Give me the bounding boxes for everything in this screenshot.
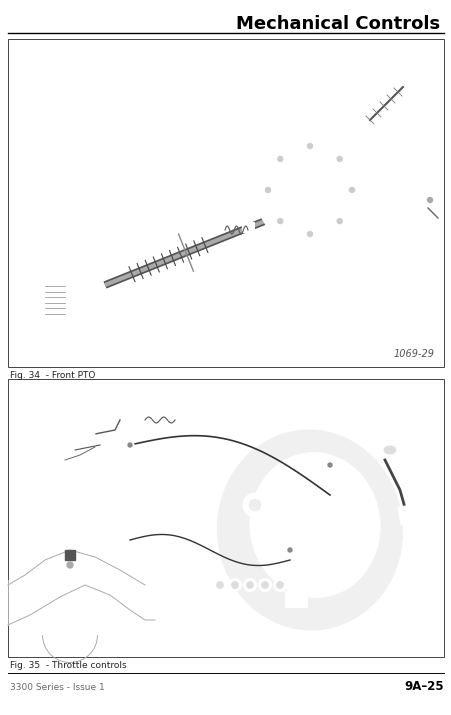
Circle shape (339, 496, 359, 516)
Circle shape (334, 154, 344, 164)
Circle shape (249, 499, 260, 511)
FancyBboxPatch shape (8, 379, 443, 657)
Ellipse shape (261, 581, 268, 588)
Text: 3300 Series - Issue 1: 3300 Series - Issue 1 (10, 683, 105, 691)
Circle shape (307, 144, 312, 149)
Circle shape (362, 143, 370, 151)
Circle shape (261, 546, 281, 566)
Ellipse shape (340, 196, 374, 225)
Ellipse shape (347, 202, 367, 218)
Circle shape (285, 546, 293, 554)
Ellipse shape (379, 443, 399, 457)
Bar (397, 505, 414, 525)
Ellipse shape (249, 453, 379, 598)
Circle shape (243, 493, 267, 517)
Ellipse shape (90, 287, 100, 303)
Circle shape (85, 430, 95, 440)
Ellipse shape (213, 578, 226, 591)
Circle shape (126, 441, 133, 449)
Ellipse shape (282, 150, 347, 220)
FancyBboxPatch shape (8, 39, 443, 367)
Ellipse shape (383, 446, 395, 454)
Text: Fig. 35  - Throttle controls: Fig. 35 - Throttle controls (10, 661, 126, 670)
Circle shape (275, 216, 285, 226)
Circle shape (281, 475, 301, 495)
Circle shape (304, 141, 314, 151)
Circle shape (346, 185, 356, 195)
Ellipse shape (217, 430, 402, 630)
Circle shape (265, 187, 270, 192)
Ellipse shape (37, 277, 73, 323)
Ellipse shape (86, 282, 104, 308)
Ellipse shape (231, 581, 238, 588)
Circle shape (325, 461, 333, 469)
Circle shape (401, 74, 415, 88)
Circle shape (390, 176, 398, 184)
Ellipse shape (216, 581, 223, 588)
Ellipse shape (371, 117, 417, 174)
Circle shape (304, 229, 314, 239)
Text: 1069-29: 1069-29 (393, 349, 434, 359)
Text: 9A–25: 9A–25 (404, 681, 443, 694)
Ellipse shape (228, 578, 241, 591)
Bar (285, 591, 306, 607)
Circle shape (277, 157, 282, 162)
Ellipse shape (359, 103, 430, 187)
Text: Fig. 34  - Front PTO: Fig. 34 - Front PTO (10, 371, 95, 380)
Circle shape (349, 187, 354, 192)
Ellipse shape (254, 130, 364, 250)
Circle shape (336, 157, 341, 162)
Ellipse shape (276, 581, 283, 588)
Circle shape (336, 219, 341, 224)
Ellipse shape (243, 578, 256, 591)
Circle shape (320, 564, 341, 584)
Circle shape (307, 232, 312, 237)
Circle shape (67, 562, 73, 568)
Circle shape (277, 219, 282, 224)
Circle shape (262, 185, 272, 195)
Circle shape (128, 443, 132, 447)
Circle shape (327, 463, 331, 467)
Circle shape (384, 107, 392, 115)
Circle shape (414, 124, 423, 132)
Ellipse shape (43, 284, 67, 316)
Ellipse shape (258, 578, 271, 591)
Ellipse shape (273, 578, 286, 591)
Bar (65, 550, 75, 560)
Ellipse shape (246, 581, 253, 588)
Circle shape (334, 216, 344, 226)
Circle shape (275, 154, 285, 164)
Circle shape (287, 548, 291, 552)
Circle shape (427, 197, 432, 202)
Text: Mechanical Controls: Mechanical Controls (235, 15, 439, 33)
Circle shape (424, 195, 434, 205)
Bar (241, 222, 253, 232)
